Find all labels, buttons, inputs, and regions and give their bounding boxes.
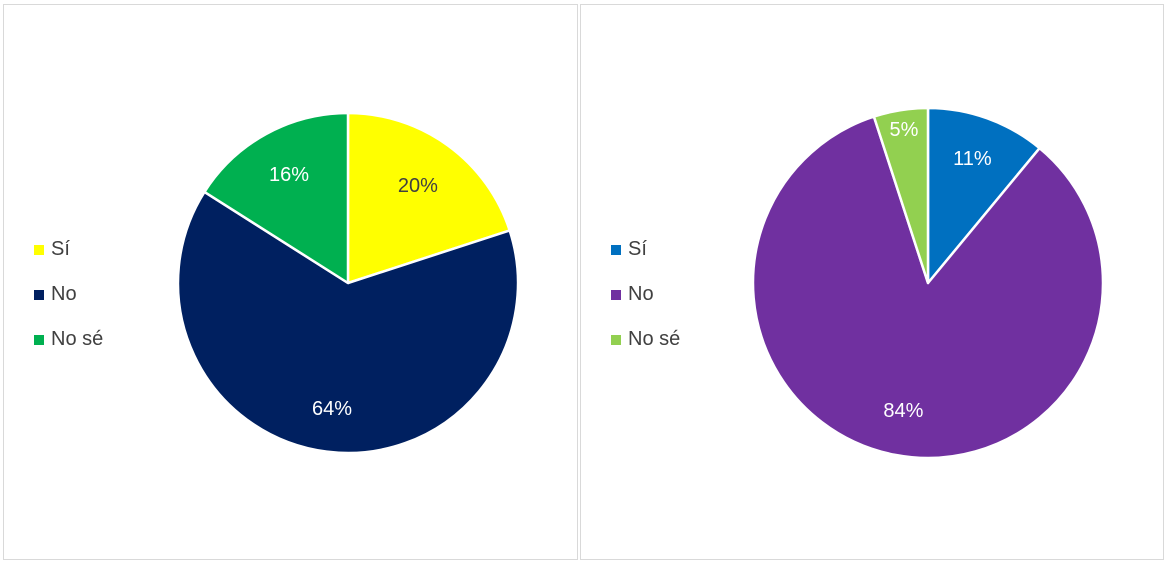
data-label-no-se: 16% [269,164,309,186]
legend-label-no-se: No sé [628,328,681,350]
legend-label-no-se: No sé [51,328,104,350]
legend-left: Sí No No sé [34,227,103,362]
legend-item-no: No [34,272,103,317]
legend-swatch-no [34,289,44,300]
data-label-no: 64% [312,398,352,420]
legend-label-no: No [628,283,654,305]
pie-chart-right: 11% 84% 5% [751,106,1105,460]
chart-panel-left: Sí No No sé 20% 64% 16% [3,4,578,560]
pie-slice-si [926,106,1041,285]
legend-swatch-no-se [34,334,44,345]
pie-slice-no [176,190,520,455]
data-label-si: 11% [953,148,992,170]
legend-item-si: Sí [611,227,680,272]
legend-label-si: Sí [51,238,70,260]
legend-item-no-se: No sé [611,317,680,362]
pie-slice-no-se [872,106,930,285]
data-label-no-se: 5% [889,119,918,141]
legend-swatch-no [611,289,621,300]
data-label-no: 84% [883,400,923,422]
pie-slice-no-se [203,111,350,285]
legend-swatch-si [34,244,44,255]
pie-slice-si [346,111,511,285]
legend-item-no-se: No sé [34,317,103,362]
pie-slice-no [751,115,1105,460]
legend-swatch-no-se [611,334,621,345]
legend-right: Sí No No sé [611,227,680,362]
chart-panel-right: Sí No No sé 11% 84% 5% [580,4,1164,560]
legend-label-si: Sí [628,238,647,260]
legend-label-no: No [51,283,77,305]
legend-item-no: No [611,272,680,317]
data-label-si: 20% [398,175,438,197]
legend-swatch-si [611,244,621,255]
pie-chart-left: 20% 64% 16% [176,111,520,455]
legend-item-si: Sí [34,227,103,272]
